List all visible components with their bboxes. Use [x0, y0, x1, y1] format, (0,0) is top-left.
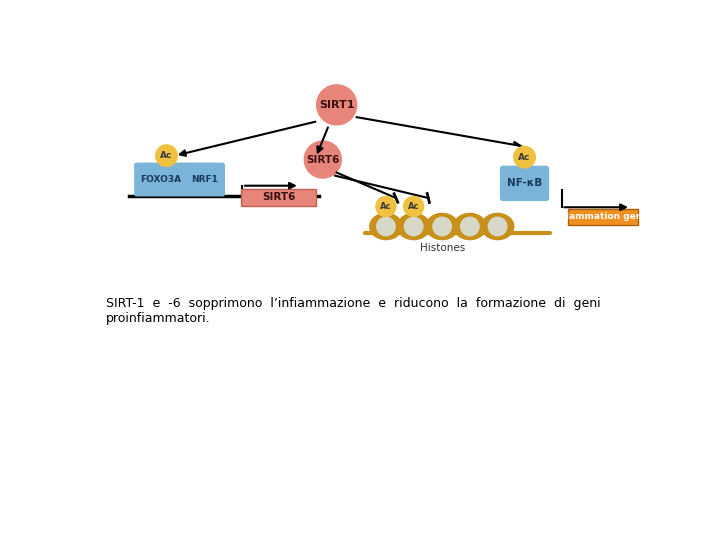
Circle shape	[376, 197, 396, 217]
Circle shape	[461, 217, 479, 236]
Text: SIRT6: SIRT6	[262, 192, 295, 202]
Text: SIRT-1  e  -6  sopprimono  l’infiammazione  e  riducono  la  formazione  di  gen: SIRT-1 e -6 sopprimono l’infiammazione e…	[106, 297, 600, 310]
Text: SIRT1: SIRT1	[319, 100, 354, 110]
Circle shape	[305, 141, 341, 178]
FancyBboxPatch shape	[241, 189, 316, 206]
Ellipse shape	[370, 213, 402, 240]
FancyBboxPatch shape	[500, 166, 549, 201]
Text: Ac: Ac	[518, 153, 531, 161]
Text: NRF1: NRF1	[191, 175, 217, 184]
Text: FOXO3A: FOXO3A	[140, 175, 181, 184]
FancyBboxPatch shape	[184, 163, 225, 197]
Text: SIRT6: SIRT6	[306, 154, 340, 165]
FancyBboxPatch shape	[134, 163, 186, 197]
Ellipse shape	[454, 213, 486, 240]
Text: proinfiammatori.: proinfiammatori.	[106, 313, 210, 326]
Circle shape	[317, 85, 356, 125]
FancyBboxPatch shape	[568, 209, 638, 225]
Circle shape	[433, 217, 451, 236]
Ellipse shape	[482, 213, 514, 240]
Text: Inflammation genes: Inflammation genes	[552, 212, 654, 221]
Circle shape	[514, 146, 535, 168]
Circle shape	[404, 197, 423, 217]
Ellipse shape	[397, 213, 430, 240]
Circle shape	[377, 217, 395, 236]
Text: Ac: Ac	[161, 151, 173, 160]
Circle shape	[405, 217, 423, 236]
Ellipse shape	[426, 213, 459, 240]
Text: NF-κB: NF-κB	[507, 178, 542, 188]
Circle shape	[488, 217, 507, 236]
Text: Ac: Ac	[380, 202, 392, 211]
Text: Ac: Ac	[408, 202, 420, 211]
Text: Histones: Histones	[420, 243, 465, 253]
Circle shape	[156, 145, 177, 166]
